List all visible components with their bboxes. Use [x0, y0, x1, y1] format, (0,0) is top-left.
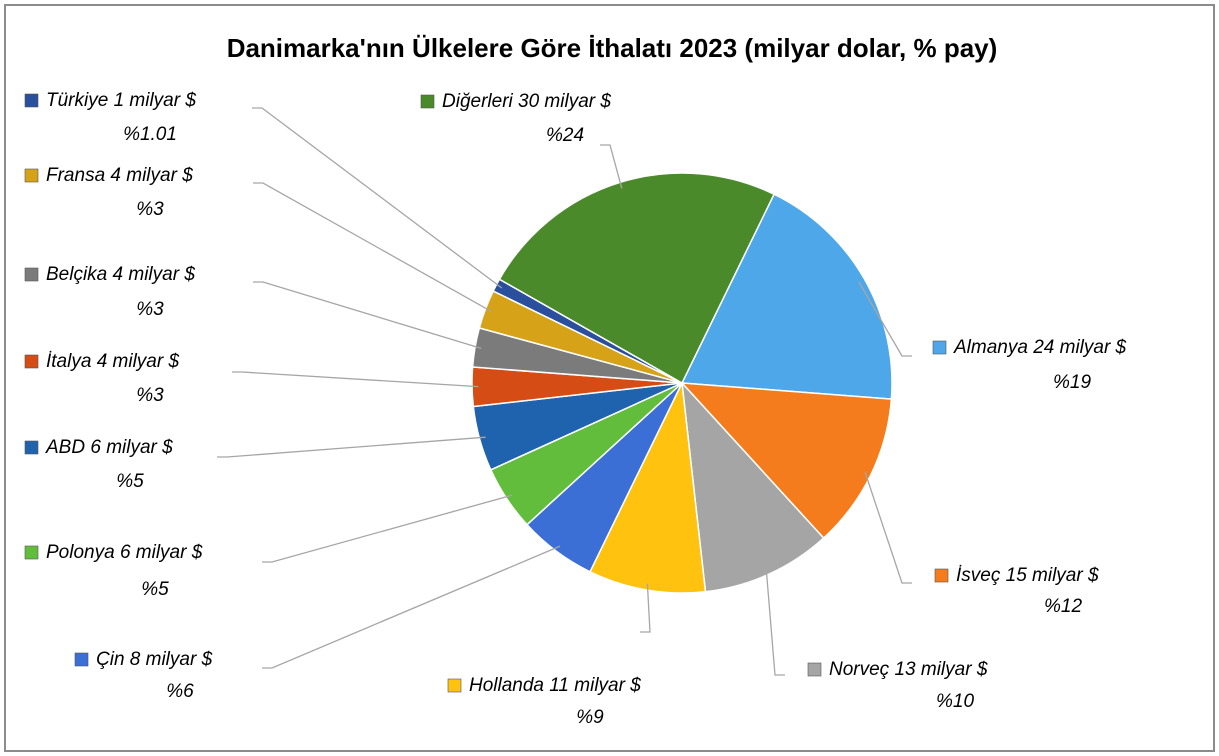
- value-label: %19: [1053, 372, 1091, 393]
- slice-label: Diğerleri 30 milyar $: [442, 91, 611, 112]
- pie-slice: [588, 380, 707, 594]
- legend-marker: [24, 168, 39, 183]
- slice-label: İtalya 4 milyar $: [46, 351, 179, 372]
- legend-marker: [24, 440, 39, 455]
- slice-label: Hollanda 11 milyar $: [469, 675, 641, 696]
- legend-marker: [74, 652, 89, 667]
- legend-marker: [420, 94, 435, 109]
- slice-label: Belçika 4 milyar $: [46, 264, 195, 285]
- slice-label: Polonya 6 milyar $: [46, 542, 203, 563]
- slice-label: İsveç 15 milyar $: [956, 565, 1099, 586]
- leader-line: [217, 436, 486, 458]
- slice-label: Norveç 13 milyar $: [829, 659, 988, 680]
- value-label: %5: [116, 471, 144, 492]
- leader-line: [253, 182, 492, 312]
- legend-marker: [934, 568, 949, 583]
- leader-line: [232, 371, 479, 388]
- slice-label: Türkiye 1 milyar $: [46, 90, 196, 111]
- chart-title: Danimarka'nın Ülkelere Göre İthalatı 202…: [227, 33, 998, 63]
- legend-marker: [447, 678, 462, 693]
- leader-line: [262, 545, 561, 669]
- leader-line: [765, 568, 785, 676]
- value-label: %12: [1044, 596, 1082, 617]
- leader-line: [252, 107, 503, 289]
- slice-label: Fransa 4 milyar $: [46, 165, 193, 186]
- leader-line: [262, 494, 513, 563]
- legend-marker: [932, 340, 947, 355]
- legend-marker: [24, 354, 39, 369]
- value-label: %6: [166, 681, 194, 702]
- leader-line: [253, 281, 482, 350]
- leader-line: [600, 144, 623, 189]
- value-label: %10: [936, 691, 974, 712]
- pie-slice: [680, 380, 825, 593]
- value-label: %3: [136, 199, 164, 220]
- slice-label: Almanya 24 milyar $: [953, 337, 1127, 358]
- pie-slice: [680, 193, 893, 400]
- value-label: %9: [576, 707, 604, 728]
- leader-line: [858, 281, 912, 357]
- value-label: %3: [136, 385, 164, 406]
- legend-marker: [24, 545, 39, 560]
- legend-marker: [24, 267, 39, 282]
- value-label: %24: [546, 125, 584, 146]
- value-label: %1.01: [123, 124, 177, 145]
- slice-label: Çin 8 milyar $: [96, 649, 213, 670]
- leader-line: [640, 583, 651, 633]
- value-label: %5: [141, 579, 169, 600]
- pie-slice: [680, 382, 893, 540]
- leader-line: [864, 472, 912, 584]
- legend-marker: [807, 662, 822, 677]
- value-label: %3: [136, 299, 164, 320]
- legend-marker: [24, 93, 39, 108]
- slice-label: ABD 6 milyar $: [45, 437, 173, 458]
